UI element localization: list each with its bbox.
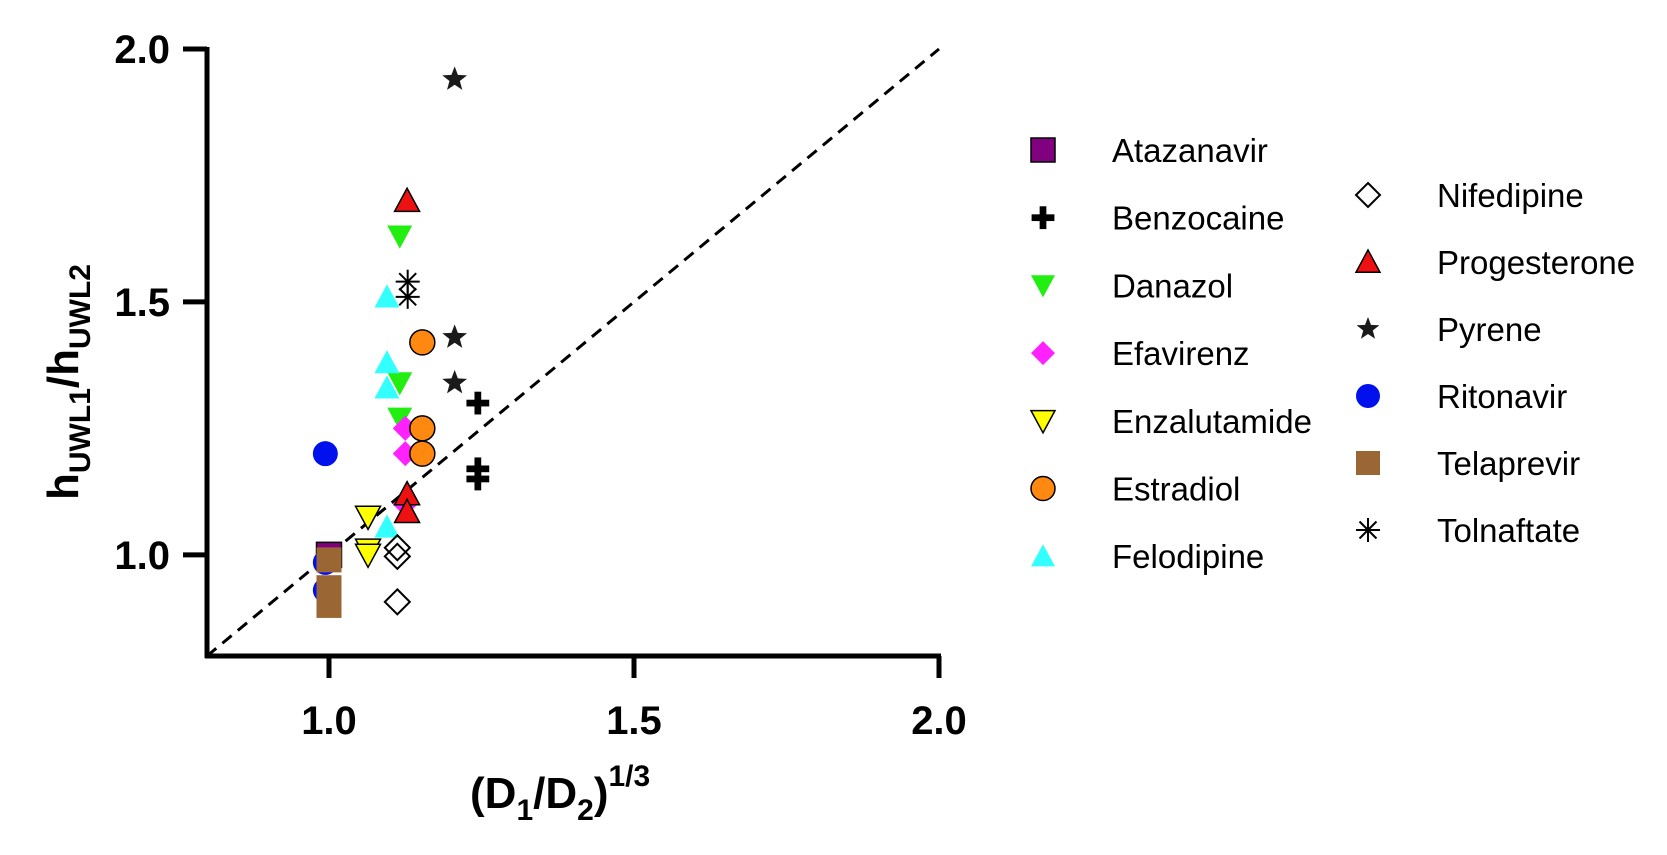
legend-marker-ritonavir — [1356, 384, 1380, 408]
x-tick-label: 1.5 — [606, 699, 662, 743]
legend-item-ritonavir: Ritonavir — [1356, 378, 1567, 415]
legend-marker-progesterone — [1354, 248, 1382, 273]
x-ticks: 1.0 1.5 2.0 — [301, 656, 967, 743]
data-point-estradiol — [409, 440, 436, 467]
axes: 1.0 1.5 2.0 1.0 1.5 2.0 — [114, 28, 966, 743]
legend-item-estradiol: Estradiol — [1030, 471, 1240, 508]
data-point-progesterone — [393, 497, 421, 524]
legend-label: Telaprevir — [1437, 445, 1580, 482]
data-point-felodipine — [374, 350, 400, 374]
legend-marker-telaprevir — [1356, 451, 1380, 475]
legend-label: Atazanavir — [1112, 132, 1268, 169]
data-point-pyrene — [442, 324, 468, 348]
y-ticks: 1.0 1.5 2.0 — [114, 28, 207, 578]
legend-label: Benzocaine — [1112, 200, 1284, 237]
legend-marker-atazanavir — [1030, 137, 1056, 163]
legend-item-felodipine: Felodipine — [1031, 538, 1264, 575]
legend-marker-efavirenz — [1031, 341, 1055, 366]
legend-label: Tolnaftate — [1437, 512, 1580, 549]
y-axis-title: hUWL1/hUWL2 — [39, 264, 97, 500]
data-point-nifedipine — [383, 533, 412, 562]
legend-item-atazanavir: Atazanavir — [1030, 132, 1268, 169]
x-tick-label: 1.0 — [301, 699, 357, 743]
data-point-telaprevir — [316, 547, 342, 573]
legend-item-nifedipine: Nifedipine — [1354, 177, 1584, 214]
data-point-nifedipine — [383, 542, 412, 571]
legend-item-enzalutamide: Enzalutamide — [1029, 403, 1312, 440]
data-point-estradiol — [409, 415, 436, 442]
legend-label: Enzalutamide — [1112, 403, 1312, 440]
data-point-danazol — [387, 407, 413, 431]
x-tick-label: 2.0 — [911, 699, 967, 743]
legend: Atazanavir Benzocaine Danazol Efavirenz Enza… — [1029, 132, 1635, 575]
legend-item-benzocaine: Benzocaine — [1031, 200, 1284, 237]
legend-item-efavirenz: Efavirenz — [1031, 335, 1250, 372]
legend-item-pyrene: Pyrene — [1356, 311, 1542, 348]
legend-label: Estradiol — [1112, 471, 1240, 508]
data-point-felodipine — [374, 375, 400, 399]
legend-item-danazol: Danazol — [1031, 267, 1233, 304]
legend-label: Efavirenz — [1112, 335, 1250, 372]
legend-marker-benzocaine — [1031, 206, 1055, 230]
data-point-ritonavir — [312, 441, 338, 467]
legend-item-progesterone: Progesterone — [1354, 244, 1635, 281]
y-tick-label: 1.5 — [114, 281, 170, 325]
data-point-telaprevir — [316, 592, 342, 618]
data-point-enzalutamide — [354, 543, 382, 569]
legend-label: Progesterone — [1437, 244, 1635, 281]
legend-marker-tolnaftate — [1356, 518, 1380, 542]
y-tick-label: 1.0 — [114, 534, 170, 578]
legend-marker-enzalutamide — [1029, 409, 1057, 435]
data-point-progesterone — [393, 186, 421, 213]
legend-label: Ritonavir — [1437, 378, 1567, 415]
y-tick-label: 2.0 — [114, 28, 170, 72]
legend-label: Nifedipine — [1437, 177, 1584, 214]
data-point-pyrene — [442, 66, 468, 90]
data-point-felodipine — [374, 284, 400, 308]
data-point-benzocaine — [466, 467, 490, 491]
data-point-benzocaine — [466, 391, 490, 415]
data-point-pyrene — [442, 369, 468, 394]
data-point-felodipine — [374, 514, 400, 538]
data-point-enzalutamide — [354, 505, 382, 531]
legend-marker-danazol — [1031, 275, 1055, 298]
legend-label: Pyrene — [1437, 311, 1542, 348]
data-points — [312, 66, 490, 618]
legend-item-telaprevir: Telaprevir — [1356, 445, 1580, 482]
legend-marker-pyrene — [1356, 317, 1380, 339]
data-point-tolnaftate — [395, 284, 420, 309]
legend-label: Felodipine — [1112, 538, 1264, 575]
legend-item-tolnaftate: Tolnaftate — [1356, 512, 1580, 549]
legend-label: Danazol — [1112, 267, 1233, 304]
legend-marker-felodipine — [1031, 544, 1055, 567]
data-point-danazol — [387, 372, 413, 396]
legend-marker-estradiol — [1030, 475, 1056, 502]
data-point-estradiol — [409, 329, 436, 356]
data-point-danazol — [387, 225, 413, 249]
x-axis-title: (D1/D2)1/3 — [470, 760, 650, 827]
data-point-nifedipine — [383, 587, 412, 616]
legend-marker-nifedipine — [1354, 181, 1382, 209]
